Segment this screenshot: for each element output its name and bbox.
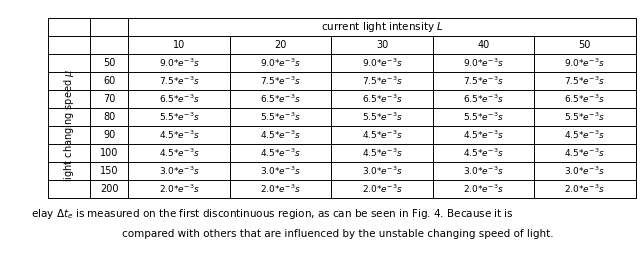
- Text: $7.5{*}e^{-3}s$: $7.5{*}e^{-3}s$: [159, 75, 200, 87]
- Text: $9.0{*}e^{-3}s$: $9.0{*}e^{-3}s$: [564, 57, 605, 69]
- Text: $4.5{*}e^{-3}s$: $4.5{*}e^{-3}s$: [362, 147, 403, 159]
- Text: $2.0{*}e^{-3}s$: $2.0{*}e^{-3}s$: [362, 183, 403, 195]
- Text: $3.0{*}e^{-3}s$: $3.0{*}e^{-3}s$: [362, 165, 403, 177]
- Text: $9.0{*}e^{-3}s$: $9.0{*}e^{-3}s$: [362, 57, 403, 69]
- Text: 150: 150: [100, 166, 118, 176]
- Text: $9.0{*}e^{-3}s$: $9.0{*}e^{-3}s$: [463, 57, 504, 69]
- Text: $4.5{*}e^{-3}s$: $4.5{*}e^{-3}s$: [159, 129, 200, 141]
- Text: $5.5{*}e^{-3}s$: $5.5{*}e^{-3}s$: [260, 111, 301, 123]
- Text: $7.5{*}e^{-3}s$: $7.5{*}e^{-3}s$: [260, 75, 301, 87]
- Text: $6.5{*}e^{-3}s$: $6.5{*}e^{-3}s$: [159, 93, 200, 105]
- Text: compared with others that are influenced by the unstable changing speed of light: compared with others that are influenced…: [122, 229, 553, 239]
- Text: 30: 30: [376, 40, 388, 50]
- Text: $7.5{*}e^{-3}s$: $7.5{*}e^{-3}s$: [564, 75, 605, 87]
- Text: 40: 40: [477, 40, 490, 50]
- Text: $4.5{*}e^{-3}s$: $4.5{*}e^{-3}s$: [564, 147, 605, 159]
- Text: 10: 10: [173, 40, 186, 50]
- Text: 200: 200: [100, 184, 118, 194]
- Text: elay $\Delta t_e$ is measured on the first discontinuous region, as can be seen : elay $\Delta t_e$ is measured on the fir…: [31, 207, 513, 221]
- Text: $3.0{*}e^{-3}s$: $3.0{*}e^{-3}s$: [463, 165, 504, 177]
- Text: $4.5{*}e^{-3}s$: $4.5{*}e^{-3}s$: [260, 129, 301, 141]
- Text: $4.5{*}e^{-3}s$: $4.5{*}e^{-3}s$: [362, 129, 403, 141]
- Text: 70: 70: [103, 94, 116, 104]
- Text: $6.5{*}e^{-3}s$: $6.5{*}e^{-3}s$: [564, 93, 605, 105]
- Text: current light intensity $L$: current light intensity $L$: [321, 20, 444, 34]
- Text: $9.0{*}e^{-3}s$: $9.0{*}e^{-3}s$: [260, 57, 301, 69]
- Text: $2.0{*}e^{-3}s$: $2.0{*}e^{-3}s$: [159, 183, 200, 195]
- Text: $6.5{*}e^{-3}s$: $6.5{*}e^{-3}s$: [463, 93, 504, 105]
- Text: $3.0{*}e^{-3}s$: $3.0{*}e^{-3}s$: [260, 165, 301, 177]
- Text: $2.0{*}e^{-3}s$: $2.0{*}e^{-3}s$: [564, 183, 605, 195]
- Text: $5.5{*}e^{-3}s$: $5.5{*}e^{-3}s$: [463, 111, 504, 123]
- Text: $6.5{*}e^{-3}s$: $6.5{*}e^{-3}s$: [260, 93, 301, 105]
- Bar: [48, 18, 636, 198]
- Text: $5.5{*}e^{-3}s$: $5.5{*}e^{-3}s$: [159, 111, 200, 123]
- Text: $5.5{*}e^{-3}s$: $5.5{*}e^{-3}s$: [564, 111, 605, 123]
- Text: $7.5{*}e^{-3}s$: $7.5{*}e^{-3}s$: [463, 75, 504, 87]
- Text: 100: 100: [100, 148, 118, 158]
- Text: $6.5{*}e^{-3}s$: $6.5{*}e^{-3}s$: [362, 93, 403, 105]
- Text: 50: 50: [579, 40, 591, 50]
- Text: $2.0{*}e^{-3}s$: $2.0{*}e^{-3}s$: [463, 183, 504, 195]
- Text: $3.0{*}e^{-3}s$: $3.0{*}e^{-3}s$: [159, 165, 200, 177]
- Text: $4.5{*}e^{-3}s$: $4.5{*}e^{-3}s$: [159, 147, 200, 159]
- Text: 80: 80: [103, 112, 116, 122]
- Text: $4.5{*}e^{-3}s$: $4.5{*}e^{-3}s$: [260, 147, 301, 159]
- Text: light changing speed $\mu$: light changing speed $\mu$: [62, 69, 76, 182]
- Text: $4.5{*}e^{-3}s$: $4.5{*}e^{-3}s$: [564, 129, 605, 141]
- Text: 90: 90: [103, 130, 116, 140]
- Text: $5.5{*}e^{-3}s$: $5.5{*}e^{-3}s$: [362, 111, 403, 123]
- Text: $4.5{*}e^{-3}s$: $4.5{*}e^{-3}s$: [463, 129, 504, 141]
- Text: $9.0{*}e^{-3}s$: $9.0{*}e^{-3}s$: [159, 57, 200, 69]
- Text: $4.5{*}e^{-3}s$: $4.5{*}e^{-3}s$: [463, 147, 504, 159]
- Text: $7.5{*}e^{-3}s$: $7.5{*}e^{-3}s$: [362, 75, 403, 87]
- Text: 20: 20: [275, 40, 287, 50]
- Text: $2.0{*}e^{-3}s$: $2.0{*}e^{-3}s$: [260, 183, 301, 195]
- Text: 50: 50: [103, 58, 116, 68]
- Text: $3.0{*}e^{-3}s$: $3.0{*}e^{-3}s$: [564, 165, 605, 177]
- Text: 60: 60: [103, 76, 116, 86]
